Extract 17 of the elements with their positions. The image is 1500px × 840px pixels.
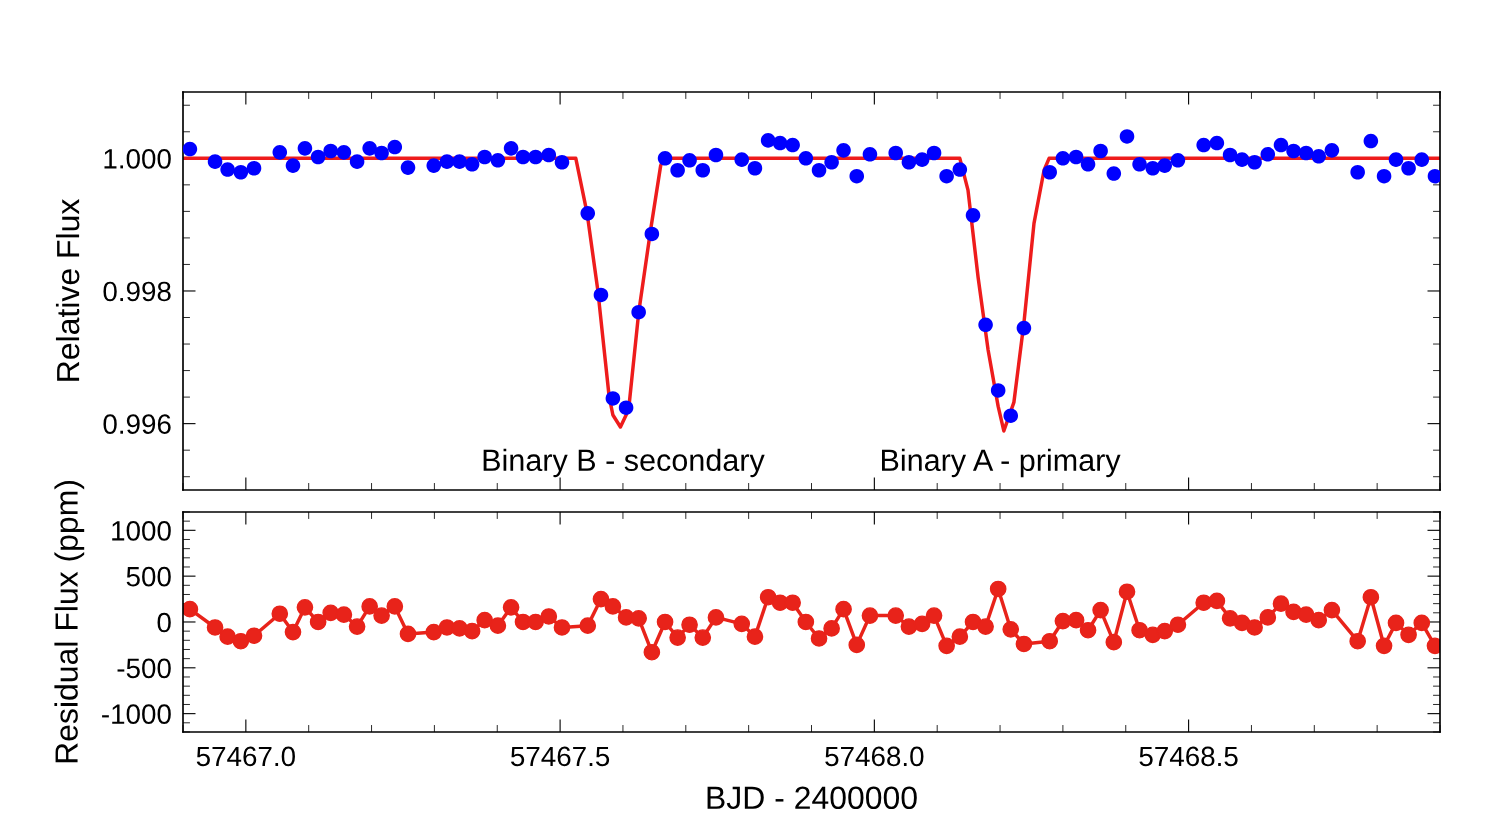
y-tick-label: -1000 <box>102 704 171 724</box>
y-tick-label: 0 <box>157 612 171 633</box>
x-tick-label: 57468.5 <box>1139 746 1238 767</box>
y-tick-label: -500 <box>117 658 171 679</box>
annotation: Binary A - primary <box>882 448 1121 478</box>
y-tick-label: 0.996 <box>103 414 171 434</box>
y-tick-label: 1.000 <box>104 148 171 169</box>
y-tick-label: 1000 <box>112 520 171 541</box>
x-tick-label: 57468.0 <box>825 746 924 767</box>
y-axis-title: Residual Flux (ppm) <box>54 481 85 763</box>
y-axis-title: Relative Flux <box>55 199 80 381</box>
x-axis-title: BJD - 2400000 <box>707 786 917 810</box>
y-tick-label: 500 <box>126 566 171 587</box>
x-tick-label: 57467.0 <box>196 746 295 767</box>
x-tick-label: 57467.5 <box>511 746 610 767</box>
annotation: Binary B - secondary <box>483 448 765 478</box>
y-tick-label: 0.998 <box>103 281 171 302</box>
